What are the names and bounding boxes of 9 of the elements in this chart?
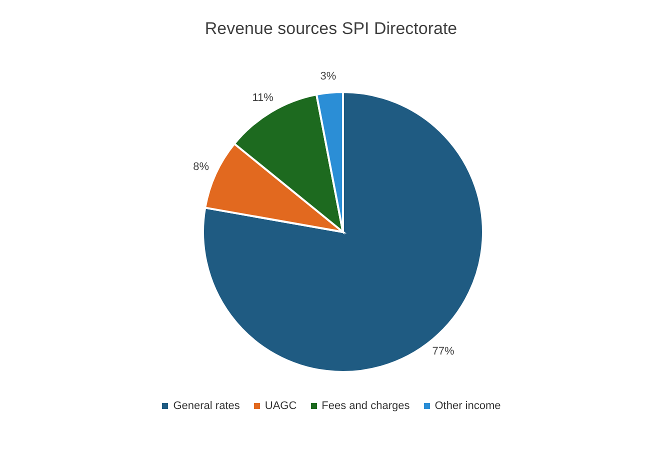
data-label: 3% (320, 70, 336, 83)
legend-label: Fees and charges (322, 400, 410, 412)
data-label: 77% (432, 346, 454, 358)
legend-label: General rates (173, 400, 240, 412)
data-label: 11% (252, 92, 274, 104)
legend-label: Other income (434, 400, 501, 412)
legend-label: UAGC (264, 400, 297, 412)
data-label: 8% (193, 161, 210, 174)
chart-title: Revenue sources SPI Directorate (204, 19, 458, 38)
